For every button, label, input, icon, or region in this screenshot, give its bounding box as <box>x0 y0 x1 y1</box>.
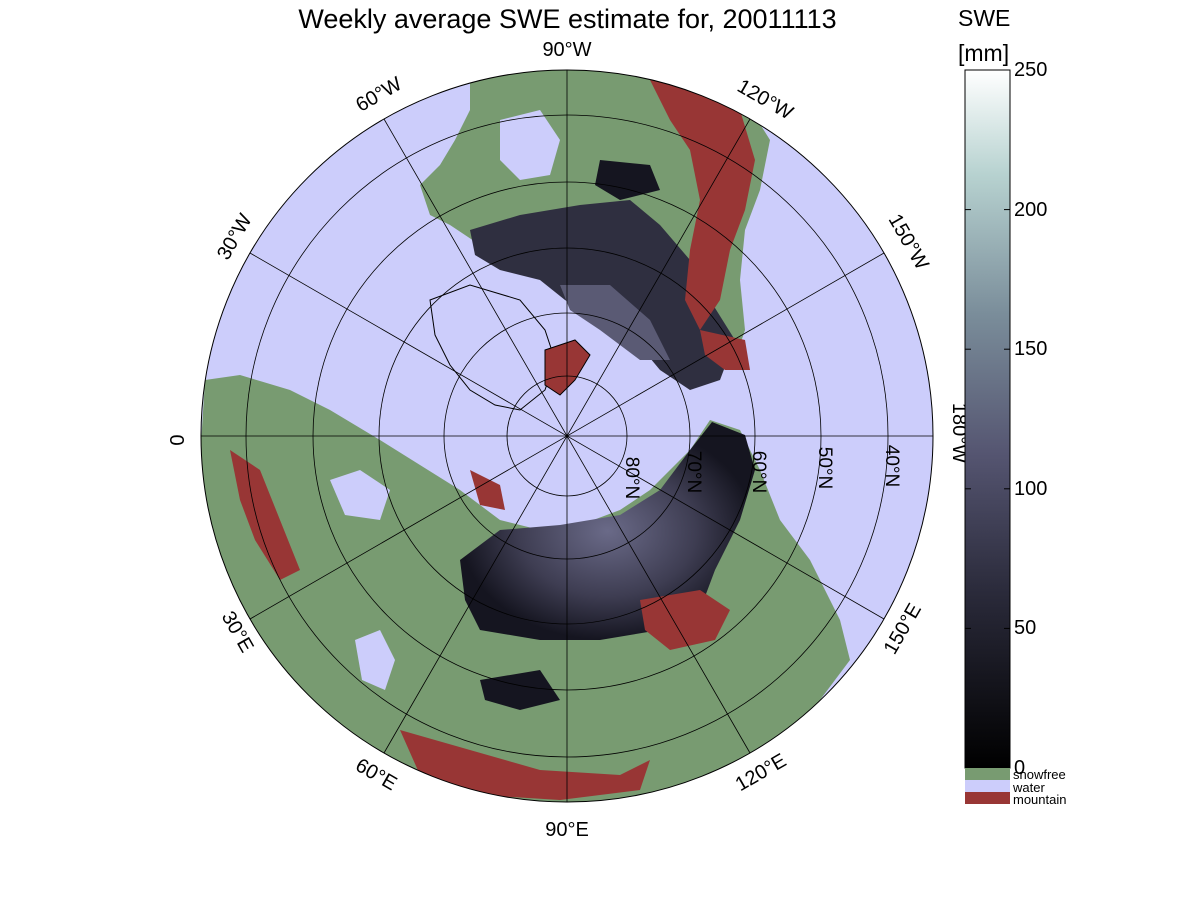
rockies-mountain <box>650 80 755 330</box>
legend-label-water: water <box>1013 780 1045 795</box>
latitude-labels: 80°N 70°N 60°N 50°N 40°N <box>621 445 902 499</box>
legend-label-snowfree: snowfree <box>1013 767 1066 782</box>
legend-swatch-water <box>965 780 1010 792</box>
colorbar-title: SWE <box>958 5 1011 31</box>
legend-label-mountain: mountain <box>1013 792 1067 807</box>
greenland-mountain <box>544 339 591 396</box>
caspian-sea <box>355 630 395 690</box>
lon-label-60e: 60°E <box>352 754 401 795</box>
hudson-bay <box>500 110 560 180</box>
baltic-sea <box>330 470 390 520</box>
lat-label-40n: 40°N <box>881 445 902 487</box>
colorbar-unit: [mm] <box>958 40 1010 66</box>
lat-label-50n: 50°N <box>814 447 835 489</box>
scandinavia-mountain <box>230 450 300 580</box>
alaska-mountain <box>700 330 750 370</box>
lon-label-0: 0 <box>167 434 189 445</box>
lat-label-70n: 70°N <box>683 451 704 493</box>
colorbar-gradient <box>964 69 1011 769</box>
map-title: Weekly average SWE estimate for, 2001111… <box>298 4 837 34</box>
lat-label-80n: 80°N <box>621 457 642 499</box>
legend-swatch-snowfree <box>965 768 1010 780</box>
east-asia-mountain <box>640 590 730 650</box>
legend-swatch-mountain <box>965 792 1010 804</box>
greenland-outline <box>429 284 556 411</box>
lon-label-90e: 90°E <box>545 819 589 841</box>
lon-label-60w: 60°W <box>352 73 406 117</box>
ural-mountain <box>470 470 505 510</box>
lon-label-90w: 90°W <box>542 39 591 61</box>
lon-label-150w: 150°W <box>884 210 933 273</box>
central-asia-mountain <box>400 730 650 800</box>
map-disk <box>201 70 933 802</box>
lat-label-60n: 60°N <box>748 451 769 493</box>
graticule <box>201 70 933 802</box>
map-boundary <box>200 69 934 803</box>
